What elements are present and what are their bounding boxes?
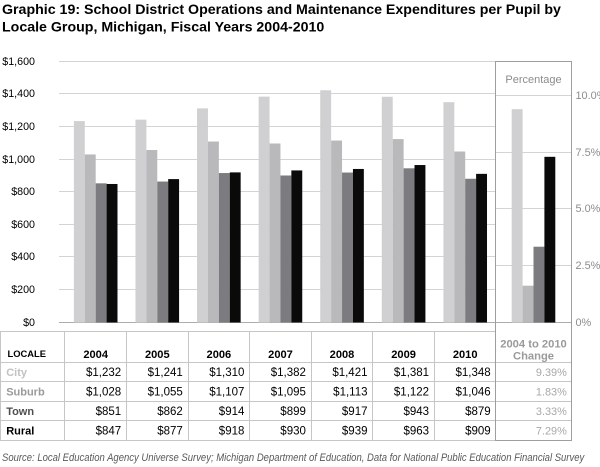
svg-text:Source: Local Education Agency: Source: Local Education Agency Universe …	[2, 451, 585, 464]
svg-text:Percentage: Percentage	[505, 74, 561, 86]
svg-text:City: City	[6, 367, 28, 379]
svg-text:$600: $600	[11, 219, 35, 231]
svg-text:$918: $918	[219, 426, 245, 438]
svg-text:$1,107: $1,107	[209, 387, 244, 399]
svg-text:$1,046: $1,046	[456, 387, 491, 399]
svg-text:Locale Group, Michigan, Fiscal: Locale Group, Michigan, Fiscal Years 200…	[2, 20, 324, 36]
svg-text:Rural: Rural	[6, 426, 34, 438]
svg-text:$1,381: $1,381	[394, 367, 429, 379]
svg-text:$943: $943	[404, 406, 430, 418]
svg-text:2005: 2005	[145, 349, 170, 361]
svg-text:$851: $851	[96, 406, 122, 418]
svg-text:$914: $914	[219, 406, 245, 418]
svg-text:$0: $0	[23, 317, 35, 329]
svg-text:$909: $909	[465, 426, 491, 438]
svg-text:$400: $400	[11, 251, 35, 263]
svg-text:0%: 0%	[576, 317, 592, 329]
svg-text:$862: $862	[157, 406, 183, 418]
svg-text:$899: $899	[280, 406, 306, 418]
svg-text:2007: 2007	[268, 349, 293, 361]
svg-text:$1,400: $1,400	[2, 88, 35, 100]
svg-text:$1,232: $1,232	[86, 367, 121, 379]
svg-text:$1,113: $1,113	[333, 387, 367, 399]
svg-text:$877: $877	[157, 426, 183, 438]
svg-text:2009: 2009	[391, 349, 416, 361]
svg-text:$1,310: $1,310	[209, 367, 244, 379]
svg-text:7.5%: 7.5%	[576, 147, 600, 159]
svg-text:$1,028: $1,028	[86, 387, 121, 399]
svg-text:$1,095: $1,095	[271, 387, 306, 399]
svg-text:$1,382: $1,382	[271, 367, 306, 379]
svg-text:$1,421: $1,421	[332, 367, 367, 379]
svg-text:$917: $917	[342, 406, 368, 418]
svg-text:$1,055: $1,055	[148, 387, 183, 399]
svg-text:Graphic 19: School District Op: Graphic 19: School District Operations a…	[2, 2, 561, 18]
svg-text:$1,000: $1,000	[2, 154, 35, 166]
svg-text:$1,600: $1,600	[2, 56, 35, 68]
svg-text:$930: $930	[280, 426, 306, 438]
svg-text:$939: $939	[342, 426, 368, 438]
svg-text:10.0%: 10.0%	[576, 90, 600, 102]
svg-text:$847: $847	[96, 426, 122, 438]
svg-text:2008: 2008	[330, 349, 355, 361]
svg-text:$1,200: $1,200	[2, 121, 35, 133]
svg-text:5.0%: 5.0%	[576, 203, 600, 215]
svg-text:Town: Town	[6, 406, 34, 418]
svg-text:9.39%: 9.39%	[536, 367, 567, 379]
svg-text:$963: $963	[404, 426, 430, 438]
svg-text:7.29%: 7.29%	[536, 426, 567, 438]
svg-text:$800: $800	[11, 186, 35, 198]
svg-text:3.33%: 3.33%	[536, 406, 567, 418]
svg-text:2004 to 2010: 2004 to 2010	[500, 339, 567, 351]
svg-text:$1,241: $1,241	[148, 367, 183, 379]
svg-text:1.83%: 1.83%	[536, 387, 567, 399]
svg-text:$1,348: $1,348	[456, 367, 491, 379]
svg-text:$879: $879	[465, 406, 491, 418]
svg-text:2004: 2004	[83, 349, 109, 361]
svg-text:$1,122: $1,122	[394, 387, 429, 399]
svg-text:2.5%: 2.5%	[576, 260, 600, 272]
svg-text:Change: Change	[513, 351, 554, 363]
svg-text:Suburb: Suburb	[6, 387, 45, 399]
svg-text:$200: $200	[11, 284, 35, 296]
svg-text:2010: 2010	[453, 349, 478, 361]
svg-text:2006: 2006	[207, 349, 232, 361]
svg-text:LOCALE: LOCALE	[8, 348, 47, 359]
